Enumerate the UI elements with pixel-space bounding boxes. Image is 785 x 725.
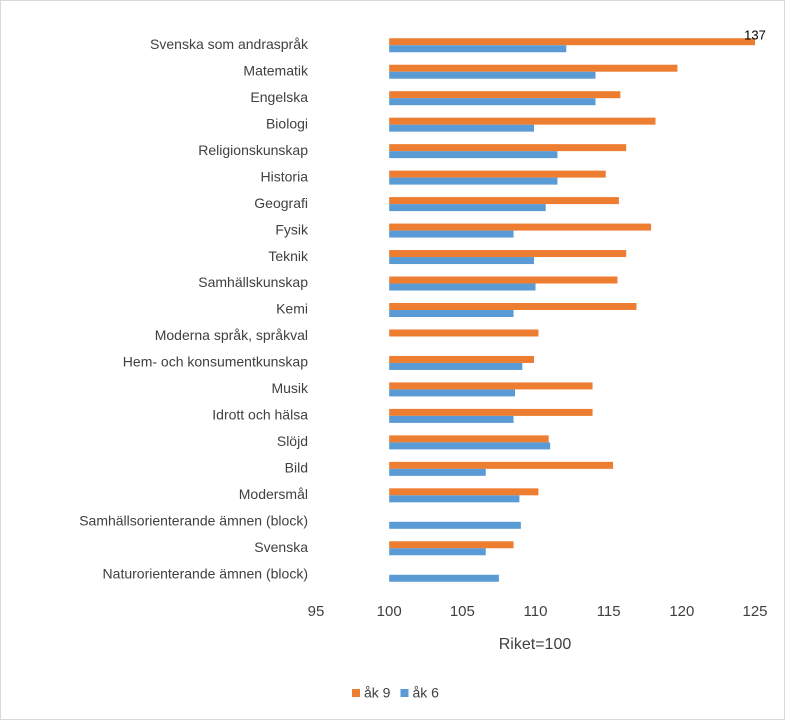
bar: [389, 170, 606, 178]
bar: [389, 415, 514, 423]
bar: [389, 223, 652, 231]
y-tick-label: Biologi: [266, 115, 308, 131]
bar: [389, 204, 546, 212]
bar: [389, 408, 593, 416]
bar: [389, 435, 549, 443]
legend-swatch: [352, 689, 360, 697]
legend-label: åk 6: [412, 685, 439, 701]
x-tick-label: 105: [450, 603, 475, 620]
x-tick-label: 115: [597, 603, 621, 620]
bar: [389, 389, 516, 397]
bar: [389, 541, 514, 549]
bar: [389, 548, 486, 556]
y-tick-label: Musik: [271, 380, 309, 396]
y-tick-label: Modersmål: [239, 486, 308, 502]
bar: [389, 521, 521, 529]
bar: [389, 488, 539, 496]
x-tick-label: 110: [524, 603, 548, 620]
y-tick-label: Samhällskunskap: [198, 274, 308, 290]
y-tick-label: Svenska: [254, 539, 308, 555]
bar: [389, 45, 567, 53]
legend-label: åk 9: [364, 685, 391, 701]
bar: [389, 574, 499, 582]
x-tick-label: 95: [308, 603, 325, 620]
data-label: 137: [744, 28, 766, 43]
bar: [389, 117, 656, 125]
y-tick-label: Engelska: [250, 89, 308, 105]
bar: [389, 329, 539, 337]
y-tick-label: Kemi: [276, 301, 308, 317]
bar: [389, 230, 514, 238]
y-tick-label: Slöjd: [277, 433, 308, 449]
y-tick-label: Idrott och hälsa: [212, 407, 308, 423]
y-tick-label: Bild: [285, 460, 308, 476]
bar: [389, 144, 627, 152]
bar: [389, 177, 558, 185]
bar: [389, 91, 621, 99]
y-tick-label: Religionskunskap: [198, 142, 308, 158]
y-tick-label: Matematik: [243, 62, 309, 78]
bar: [389, 64, 678, 72]
y-tick-label: Hem- och konsumentkunskap: [123, 354, 308, 370]
bar: [389, 461, 614, 469]
plot: [389, 38, 755, 582]
y-tick-label: Samhällsorienterande ämnen (block): [79, 513, 308, 529]
bar: [389, 355, 535, 363]
bar: [389, 495, 520, 503]
x-axis-title: Riket=100: [499, 636, 572, 653]
x-tick-label: 120: [669, 603, 694, 620]
bar: [389, 442, 551, 450]
bar: [389, 98, 596, 106]
bar: [389, 468, 486, 476]
bar: [389, 197, 619, 205]
bar: [389, 38, 755, 46]
bar: [389, 257, 535, 265]
bar: [389, 276, 618, 284]
y-tick-label: Fysik: [275, 221, 309, 237]
bar: [389, 310, 514, 317]
bar: [389, 71, 596, 79]
y-tick-label: Geografi: [254, 195, 308, 211]
x-tick-label: 125: [742, 603, 767, 620]
bar: [389, 151, 558, 159]
x-tick-label: 100: [377, 603, 402, 620]
bar: [389, 382, 593, 390]
bar: [389, 362, 523, 370]
bar: [389, 303, 637, 310]
bar: [389, 283, 536, 291]
y-tick-label: Teknik: [268, 248, 309, 264]
bar: [389, 124, 535, 132]
y-tick-label: Historia: [261, 168, 309, 184]
y-tick-label: Moderna språk, språkval: [155, 327, 308, 343]
y-tick-label: Naturorienterande ämnen (block): [103, 565, 308, 581]
bar: [389, 250, 627, 258]
y-tick-label: Svenska som andraspråk: [150, 36, 309, 52]
legend-swatch: [400, 689, 409, 697]
